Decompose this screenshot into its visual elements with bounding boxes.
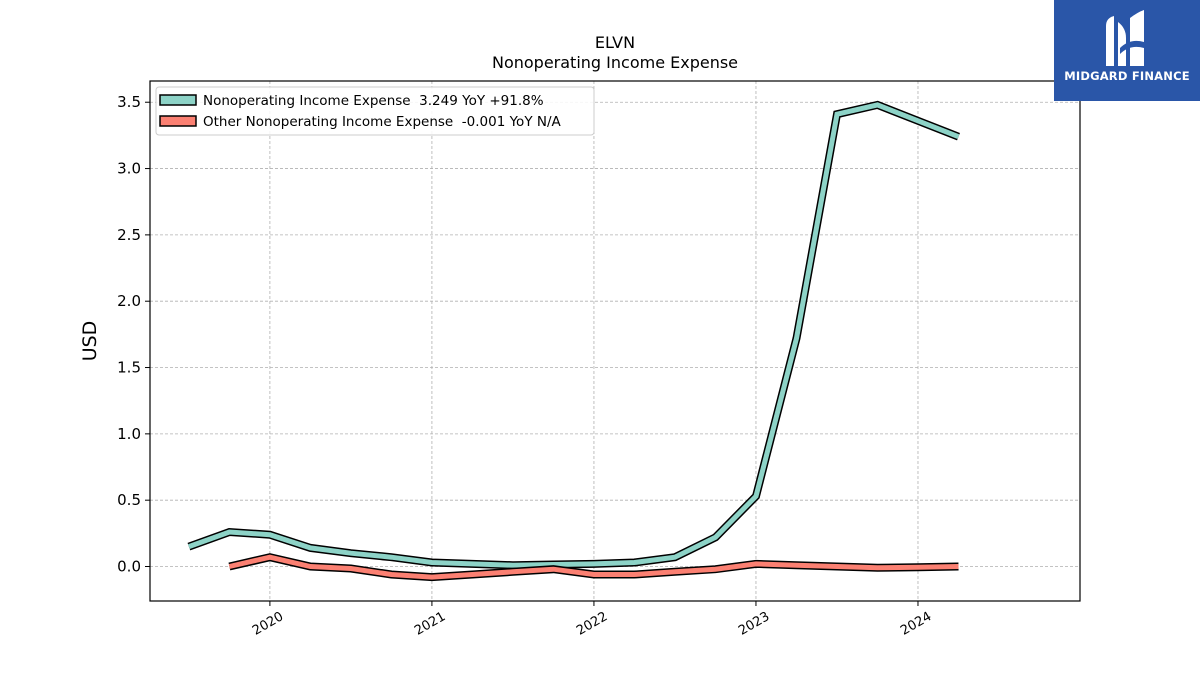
chart-subtitle: Nonoperating Income Expense (492, 53, 738, 72)
series-2-line (228, 554, 959, 580)
y-tick-label: 2.0 (117, 292, 141, 310)
midgard-finance-logo: MIDGARD FINANCE (1054, 0, 1200, 101)
x-tick-label: 2024 (898, 609, 934, 639)
series-1-line (188, 102, 960, 568)
y-tick-label: 1.5 (117, 359, 141, 377)
y-tick-label: 0.0 (117, 558, 141, 576)
plot-frame (149, 80, 1081, 602)
series-1-outline (187, 100, 960, 570)
legend-label-series-2: Other Nonoperating Income Expense -0.001… (203, 114, 562, 130)
legend-swatch-series-1 (159, 94, 197, 106)
y-tick-label: 3.5 (117, 93, 141, 111)
grid (150, 81, 1080, 601)
x-axis: 2020 2021 2022 2023 2024 (250, 601, 934, 639)
logo-mark-icon (1106, 10, 1144, 66)
legend-swatch-series-2 (159, 115, 197, 127)
y-tick-label: 3.0 (117, 160, 141, 178)
x-tick-label: 2021 (412, 609, 448, 639)
legend-label-series-1: Nonoperating Income Expense 3.249 YoY +9… (203, 93, 544, 109)
x-tick-label: 2023 (736, 609, 772, 639)
legend-box (155, 86, 595, 136)
y-tick-label: 1.0 (117, 425, 141, 443)
x-tick-label: 2020 (250, 609, 286, 639)
chart-title: ELVN (595, 33, 635, 52)
logo-text: MIDGARD FINANCE (1064, 69, 1190, 83)
y-axis: 0.0 0.5 1.0 1.5 2.0 2.5 3.0 3.5 (117, 93, 150, 576)
legend: Nonoperating Income Expense 3.249 YoY +9… (155, 86, 595, 136)
series-layer (187, 100, 960, 582)
y-axis-label: USD (79, 321, 101, 362)
y-tick-label: 0.5 (117, 491, 141, 509)
x-tick-label: 2022 (574, 609, 610, 639)
y-tick-label: 2.5 (117, 226, 141, 244)
